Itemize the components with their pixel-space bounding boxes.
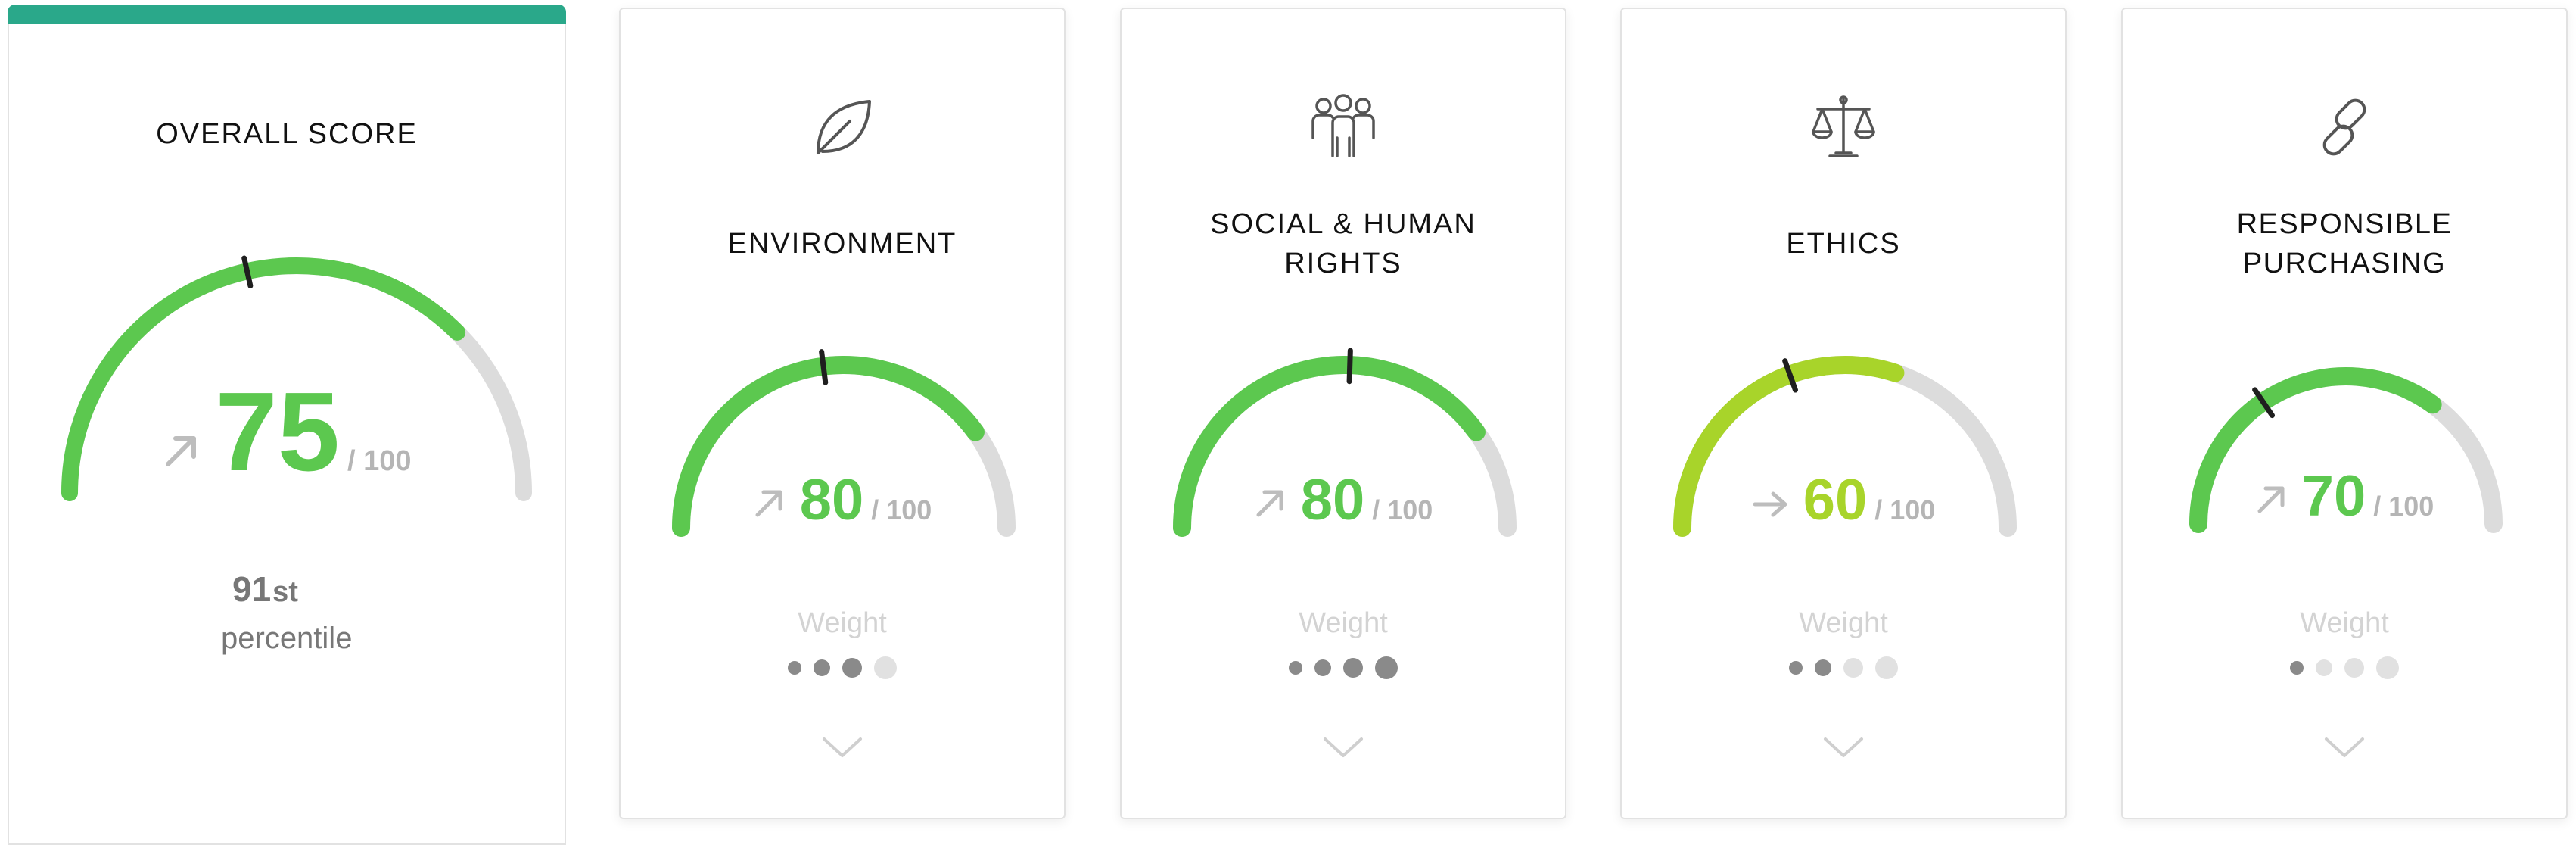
weight-dot <box>2316 659 2332 676</box>
percentile-number: 91 <box>232 569 272 609</box>
weight-label: Weight <box>1799 607 1888 639</box>
pillar-score-readout: 60/ 100 <box>1622 467 2065 533</box>
weight-dot <box>788 661 801 675</box>
pillar-score-value: 80 <box>1300 468 1365 532</box>
pillar-score-gauge <box>672 349 1016 537</box>
arrow-up-right-icon <box>2255 482 2288 519</box>
weight-dot <box>814 659 830 676</box>
overall-accent-bar <box>8 5 566 24</box>
gauge-benchmark-marker <box>1346 348 1353 385</box>
link-chain-icon <box>2308 91 2381 164</box>
leaf-icon <box>806 91 879 164</box>
pillar-score-gauge <box>1173 348 1517 537</box>
pillar-score-value: 80 <box>799 468 864 532</box>
weight-dot <box>874 656 897 679</box>
weight-dot <box>842 658 862 678</box>
pillar-score-denominator: / 100 <box>2373 491 2434 522</box>
weight-dot <box>1343 658 1363 678</box>
gauge-value-arc <box>1673 356 1905 537</box>
pillar-title: ETHICS <box>1786 228 1901 260</box>
overall-score-title: OVERALL SCORE <box>156 118 418 150</box>
weight-dot <box>2344 658 2364 678</box>
pillar-title: SOCIAL & HUMAN RIGHTS <box>1210 208 1476 279</box>
people-group-icon <box>1307 91 1380 164</box>
arrow-right-icon <box>1752 489 1790 523</box>
arrow-up-right-icon <box>1254 486 1287 523</box>
overall-score-readout: 75 / 100 <box>9 369 565 494</box>
pillar-score-denominator: / 100 <box>1372 494 1433 525</box>
gauge-value-arc <box>672 356 985 537</box>
pillar-score-readout: 70/ 100 <box>2123 463 2566 529</box>
overall-score-denominator: / 100 <box>347 445 412 477</box>
weight-label: Weight <box>1299 607 1388 639</box>
weight-dot <box>1289 661 1302 675</box>
gauge-value-arc <box>2189 367 2442 533</box>
weight-indicator <box>1122 656 1565 679</box>
weight-label: Weight <box>2300 607 2389 639</box>
overall-score-value: 75 <box>215 369 341 494</box>
pillar-card-environment[interactable]: ENVIRONMENT 80/ 100 Weight <box>619 8 1066 819</box>
pillar-card-ethics[interactable]: ETHICS 60/ 100 Weight <box>1620 8 2067 819</box>
pillar-score-denominator: / 100 <box>1874 494 1936 525</box>
arrow-up-right-icon <box>753 486 786 523</box>
percentile-suffix: st <box>272 576 298 608</box>
percentile-rank: 91st <box>232 569 298 610</box>
weight-indicator <box>2123 656 2566 679</box>
pillar-card-social-human-rights[interactable]: SOCIAL & HUMAN RIGHTS 80/ 100 Weight <box>1120 8 1566 819</box>
pillar-score-gauge <box>1673 356 2017 537</box>
weight-label: Weight <box>798 607 887 639</box>
scales-of-justice-icon <box>1807 91 1880 164</box>
pillar-title: RESPONSIBLE PURCHASING <box>2236 208 2453 279</box>
pillar-card-responsible-purchasing[interactable]: RESPONSIBLE PURCHASING 70/ 100 Weight <box>2121 8 2568 819</box>
overall-score-card: OVERALL SCORE 75 / 100 91st percentile <box>8 5 566 845</box>
gauge-value-arc <box>61 257 466 501</box>
gauge-benchmark-marker <box>241 255 254 289</box>
gauge-value-arc <box>1173 356 1486 537</box>
weight-dot <box>2376 656 2399 679</box>
pillar-score-gauge <box>2189 367 2503 533</box>
weight-dot <box>1815 659 1831 676</box>
weight-dot <box>2290 661 2304 675</box>
chevron-down-icon[interactable] <box>1822 736 1865 759</box>
weight-dot <box>1314 659 1331 676</box>
pillar-score-value: 70 <box>2301 464 2366 529</box>
pillar-score-value: 60 <box>1803 468 1868 532</box>
chevron-down-icon[interactable] <box>1322 736 1364 759</box>
weight-dot <box>1875 656 1898 679</box>
gauge-benchmark-marker <box>1782 358 1798 393</box>
arrow-up-right-icon <box>162 431 201 474</box>
chevron-down-icon[interactable] <box>821 736 863 759</box>
weight-dot <box>1843 658 1863 678</box>
gauge-benchmark-marker <box>819 349 829 385</box>
percentile-label: percentile <box>221 622 353 655</box>
weight-dot <box>1375 656 1398 679</box>
weight-dot <box>1789 661 1803 675</box>
weight-indicator <box>621 656 1064 679</box>
weight-indicator <box>1622 656 2065 679</box>
gauge-benchmark-marker <box>2252 387 2276 419</box>
pillar-score-readout: 80/ 100 <box>1122 467 1565 533</box>
overall-score-gauge <box>61 255 532 501</box>
pillar-score-readout: 80/ 100 <box>621 467 1064 533</box>
pillar-title: ENVIRONMENT <box>727 228 957 260</box>
chevron-down-icon[interactable] <box>2323 736 2366 759</box>
pillar-score-denominator: / 100 <box>871 494 932 525</box>
